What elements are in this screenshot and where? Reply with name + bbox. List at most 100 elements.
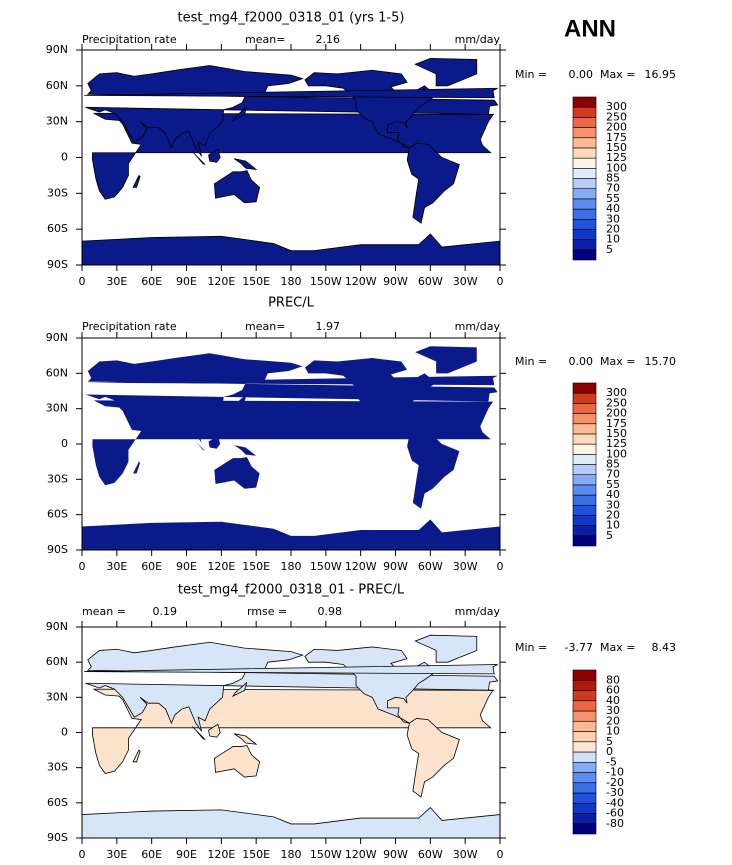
land [192,438,206,452]
colorbar-box [572,392,597,404]
colorbar-box [572,147,597,159]
lon-label: 90W [383,848,408,861]
colorbar-label: 30 [606,212,620,225]
max-value: 16.95 [645,68,677,81]
lon-label: 180 [281,275,302,288]
land [627,436,639,449]
land [213,744,261,778]
land [231,105,248,122]
colorbar-box [572,761,597,773]
colorbar-label: 175 [606,417,627,430]
land [84,87,498,99]
max-label: Max = [600,641,635,654]
lat-label: 0 [61,437,68,450]
colorbar-box [572,720,597,732]
land [723,647,732,723]
lat-label: 60S [47,796,68,809]
colorbar-label: 10 [606,519,620,532]
units: mm/day [455,605,501,618]
lat-label: 30S [47,761,68,774]
colorbar-box [572,669,597,681]
lat-label: 90S [47,543,68,556]
lat-label: 30N [46,115,68,128]
colorbar-label: 150 [606,427,627,440]
min-label: Min = [515,68,547,81]
max-value: 15.70 [645,355,677,368]
units: mm/day [455,33,501,46]
stat-value: 1.97 [316,320,341,333]
land [652,445,674,456]
colorbar-label: 100 [606,447,627,460]
colorbar-label: 20 [606,508,620,521]
lat-label: 60N [46,366,68,379]
colorbar-box [572,413,597,425]
colorbar-label: 300 [606,100,627,113]
panel-title: test_mg4_f2000_0318_01 - PREC/L [178,583,405,598]
colorbar-label: 40 [606,202,620,215]
min-label: Min = [515,355,547,368]
colorbar-box [572,249,597,261]
lat-label: 30S [47,472,68,485]
land [632,745,677,777]
lon-label: 0 [79,275,86,288]
colorbar-box [572,710,597,722]
colorbar-box [572,382,597,394]
colorbar-box [572,679,597,691]
min-value: -3.77 [565,641,593,654]
lon-label: 150W [310,560,342,573]
min-value: 0.00 [569,68,594,81]
colorbar-box [572,751,597,763]
colorbar-box [572,137,597,149]
lon-label: 0 [79,848,86,861]
colorbar-box [572,484,597,496]
land [233,733,258,745]
colorbar-label: 200 [606,121,627,134]
colorbar-label: 20 [606,714,620,727]
colorbar-label: 30 [606,498,620,511]
panel-title: PREC/L [268,296,315,311]
lat-label: 60N [46,79,68,92]
lat-label: 30S [47,186,68,199]
colorbar-box [572,690,597,702]
colorbar-box [572,168,597,179]
lon-label: 30E [106,848,127,861]
lon-label: 150W [310,275,342,288]
lon-label: 90E [176,560,197,573]
colorbar-label: 10 [606,233,620,246]
colorbar-label: -30 [606,786,624,799]
colorbar-label: 5 [606,243,613,256]
land [232,393,247,408]
colorbar-box [572,823,597,835]
land [651,393,665,407]
colorbar-box [572,229,597,240]
land [231,681,248,698]
stat-label: rmse = [247,605,287,618]
colorbar-label: 250 [606,396,627,409]
colorbar-box [572,515,597,526]
land [723,70,732,148]
colorbar-box [572,239,597,251]
lat-label: 60N [46,655,68,668]
lat-label: 90S [47,831,68,844]
lat-label: 0 [61,726,68,739]
min-value: 0.00 [569,355,594,368]
land [84,664,498,675]
land [723,358,732,435]
colorbar-box [572,802,597,814]
land [192,151,206,166]
colorbar-label: 85 [606,172,620,185]
colorbar-label: -20 [606,776,624,789]
lat-label: 90S [47,258,68,271]
land [414,634,478,663]
lon-label: 0 [497,275,504,288]
land [208,435,221,449]
colorbar-label: 5 [606,529,613,542]
lat-label: 30N [46,690,68,703]
lon-label: 90E [176,275,197,288]
land [214,456,260,489]
colorbar-label: -10 [606,766,624,779]
colorbar-label: 40 [606,694,620,707]
colorbar-box [572,157,597,169]
land [132,174,141,188]
colorbar-label: 175 [606,131,627,144]
